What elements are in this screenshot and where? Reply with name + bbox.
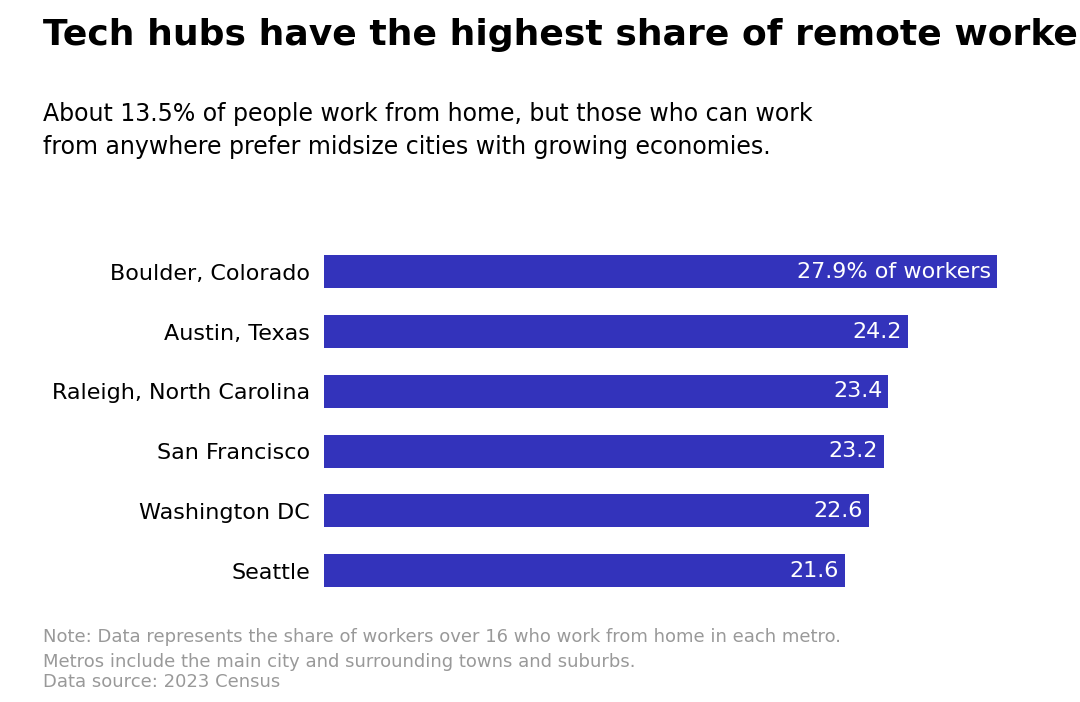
Text: 23.2: 23.2 [828, 441, 878, 461]
Text: 24.2: 24.2 [852, 322, 902, 341]
Text: 22.6: 22.6 [813, 501, 863, 521]
Text: Data source: 2023 Census: Data source: 2023 Census [43, 673, 281, 691]
Bar [324, 435, 883, 468]
Bar [324, 256, 997, 288]
Bar [324, 494, 869, 527]
Text: 27.9% of workers: 27.9% of workers [797, 262, 991, 282]
Bar [324, 375, 889, 408]
Bar [324, 315, 907, 348]
Text: 21.6: 21.6 [789, 561, 839, 581]
Text: 23.4: 23.4 [833, 381, 882, 402]
Bar [324, 555, 845, 587]
Text: Tech hubs have the highest share of remote workers: Tech hubs have the highest share of remo… [43, 18, 1080, 51]
Text: Note: Data represents the share of workers over 16 who work from home in each me: Note: Data represents the share of worke… [43, 628, 841, 671]
Text: About 13.5% of people work from home, but those who can work
from anywhere prefe: About 13.5% of people work from home, bu… [43, 102, 813, 159]
